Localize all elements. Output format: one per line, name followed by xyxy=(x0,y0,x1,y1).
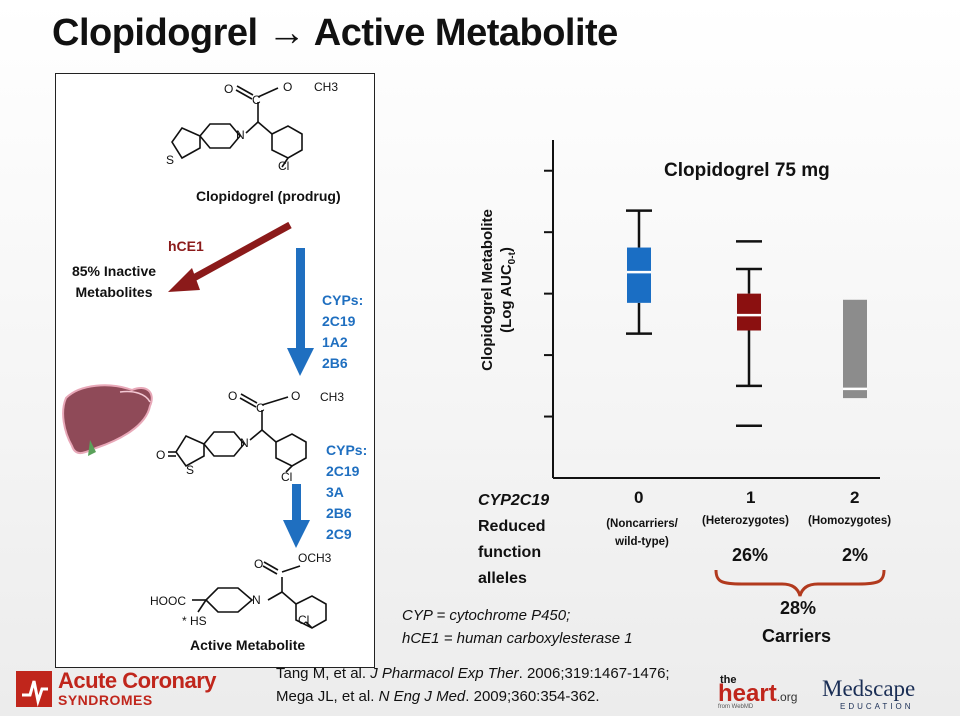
y-axis-label-line1: Clopidogrel Metabolite xyxy=(479,209,496,371)
reference-1: Tang M, et al. J Pharmacol Exp Ther. 200… xyxy=(276,665,670,682)
active-metabolite-atoms: O OCH3 N HOOC * HS Cl xyxy=(150,551,332,628)
carriers-label: Carriers xyxy=(762,626,832,646)
atom-o2: O xyxy=(283,80,292,94)
atom-s: S xyxy=(166,153,174,167)
clopidogrel-structure xyxy=(171,85,303,168)
heart-sub: from WebMD xyxy=(718,704,754,710)
atom-n: N xyxy=(252,593,261,607)
category-label-0: 0 xyxy=(634,488,644,507)
cyp-arrow-1 xyxy=(287,248,314,376)
atom-c: C xyxy=(256,401,265,415)
cyp-heading: CYPs: xyxy=(326,442,368,458)
atom-n: N xyxy=(236,128,245,142)
atom-n: N xyxy=(240,436,249,450)
atom-cl: Cl xyxy=(281,470,292,484)
medscape-logo: Medscape EDUCATION xyxy=(822,676,915,711)
y-axis-label-line2: (Log AUC0-t) xyxy=(498,247,518,333)
atom-o: O xyxy=(228,389,237,403)
atom-o2: O xyxy=(291,389,300,403)
clopidogrel-atoms: O C O CH3 N S Cl xyxy=(166,80,338,173)
intermediate-atoms: O C O CH3 N O S Cl xyxy=(156,389,344,484)
atom-cl: Cl xyxy=(278,159,289,173)
heart-wordmark: heart.org xyxy=(718,680,798,707)
active-metabolite-structure xyxy=(192,561,327,629)
inactive-metabolites-label: 85% Inactive Metabolites xyxy=(54,261,174,303)
x-axis-label: CYP2C19 Reduced function alleles xyxy=(478,488,549,592)
atom-s: S xyxy=(186,463,194,477)
cyp-arrow-2 xyxy=(283,484,310,548)
heart-the: the xyxy=(720,674,737,686)
slide-title: Clopidogrel → Active Metabolite xyxy=(52,12,618,54)
category-desc-0-line2: wild-type) xyxy=(615,536,669,548)
acs-logo-line1: Acute Coronary xyxy=(58,668,217,693)
y-axis-label: Clopidogrel Metabolite (Log AUC0-t) xyxy=(478,190,522,390)
hce1-arrow xyxy=(168,221,292,292)
cyp-item: 2C19 xyxy=(326,463,360,479)
category-desc-2: (Homozygotes) xyxy=(808,515,892,527)
box-1 xyxy=(737,293,761,331)
category-label-1: 1 xyxy=(746,488,756,507)
category-desc-0-line1: (Noncarriers/ xyxy=(606,518,678,530)
atom-hooc: HOOC xyxy=(150,594,186,608)
cyp-item: 2C9 xyxy=(326,526,352,542)
category-desc-0: (Noncarriers/ wild-type) xyxy=(592,515,692,551)
cyp-heading: CYPs: xyxy=(322,292,364,308)
atom-ch3: CH3 xyxy=(314,80,338,94)
atom-ch3: CH3 xyxy=(320,390,344,404)
cyp-item: 2B6 xyxy=(326,505,352,521)
theheart-logo: the heart.org from WebMD xyxy=(718,674,797,710)
hce1-label: hCE1 xyxy=(168,238,204,254)
footnote-line1: CYP = cytochrome P450; xyxy=(402,607,571,624)
atom-cl: Cl xyxy=(298,613,309,627)
inactive-line2: Metabolites xyxy=(75,284,153,300)
atom-o: O xyxy=(254,557,263,571)
medscape-sub: EDUCATION xyxy=(840,702,914,711)
category-desc-1: (Heterozygotes) xyxy=(702,515,789,527)
footnote-line2: hCE1 = human carboxylesterase 1 xyxy=(402,630,633,647)
cyp-item: 2B6 xyxy=(322,355,348,371)
acs-logo-line2: SYNDROMES xyxy=(58,692,153,708)
intermediate-structure xyxy=(168,393,307,473)
atom-c: C xyxy=(252,93,261,107)
acute-coronary-syndromes-logo: Acute Coronary SYNDROMES xyxy=(14,668,230,710)
cyp-item: 3A xyxy=(326,484,344,500)
x-axis-label-line2: Reduced xyxy=(478,518,546,535)
box-2 xyxy=(843,299,867,399)
x-axis-label-line1: CYP2C19 xyxy=(478,492,550,509)
medscape-wordmark: Medscape xyxy=(822,676,916,701)
liver-image xyxy=(62,384,153,456)
atom-och3: OCH3 xyxy=(298,551,332,565)
carriers-percent: 28% xyxy=(780,598,817,618)
cyp-list-2: CYPs: 2C19 3A 2B6 2C9 xyxy=(326,440,367,545)
active-metabolite-label: Active Metabolite xyxy=(190,637,306,653)
acs-logo-icon xyxy=(16,671,52,707)
atom-o: O xyxy=(224,82,233,96)
boxplot-chart xyxy=(544,140,880,479)
percent-heterozygotes: 26% xyxy=(732,545,769,565)
x-axis-label-line3: function xyxy=(478,544,542,561)
cyp-item: 2C19 xyxy=(322,313,356,329)
inactive-line1: 85% Inactive xyxy=(71,263,157,279)
pathway-panel xyxy=(55,73,375,668)
cyp-item: 1A2 xyxy=(322,334,348,350)
atom-hs: * HS xyxy=(182,614,207,628)
box-0 xyxy=(627,247,651,303)
x-axis-label-line4: alleles xyxy=(478,570,527,587)
prodrug-label: Clopidogrel (prodrug) xyxy=(196,188,341,204)
reference-2: Mega JL, et al. N Eng J Med. 2009;360:35… xyxy=(276,688,600,705)
carriers-bracket xyxy=(714,569,886,597)
cyp-list-1: CYPs: 2C19 1A2 2B6 xyxy=(322,290,363,374)
atom-o3: O xyxy=(156,448,165,462)
category-label-2: 2 xyxy=(850,488,860,507)
chart-title: Clopidogrel 75 mg xyxy=(664,160,830,181)
percent-homozygotes: 2% xyxy=(842,545,869,565)
